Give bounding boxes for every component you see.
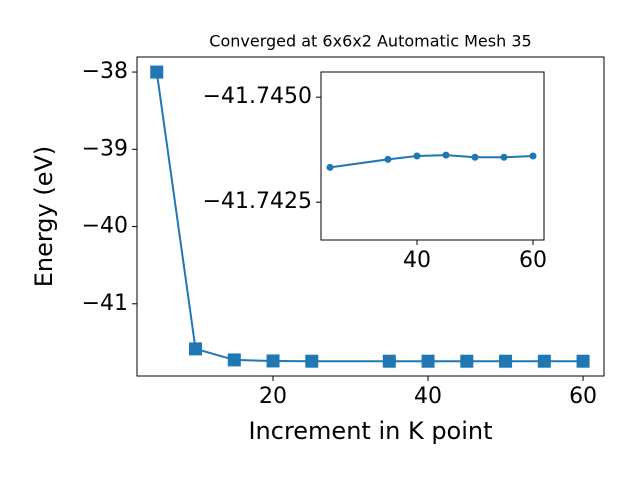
chart-title: Converged at 6x6x2 Automatic Mesh 35 [209, 32, 531, 51]
marker [442, 151, 450, 159]
y-tick-label: −38 [82, 59, 128, 84]
marker [576, 354, 590, 368]
x-tick-label: 40 [414, 384, 442, 409]
x-tick-label: 40 [403, 248, 431, 273]
y-tick-label: −41.7425 [203, 189, 312, 214]
marker [499, 354, 513, 368]
marker [529, 152, 537, 160]
marker [471, 153, 479, 161]
marker [266, 354, 280, 368]
x-tick-label: 60 [519, 248, 547, 273]
marker [537, 354, 551, 368]
y-tick-label: −39 [82, 136, 128, 161]
marker [227, 353, 241, 367]
marker [189, 342, 203, 356]
marker [326, 163, 334, 171]
x-tick-label: 20 [259, 384, 287, 409]
y-tick-label: −41.7450 [203, 84, 312, 109]
plot-frame [320, 71, 545, 241]
y-axis-label: Energy (eV) [30, 146, 58, 288]
marker [460, 354, 474, 368]
marker [382, 354, 396, 368]
x-axis-label: Increment in K point [248, 417, 492, 445]
y-tick-label: −41 [82, 291, 128, 316]
plot-frame [136, 56, 605, 377]
marker [150, 65, 164, 79]
marker [305, 354, 319, 368]
marker [384, 155, 392, 163]
x-tick-label: 60 [569, 384, 597, 409]
marker [421, 354, 435, 368]
y-tick-label: −40 [82, 214, 128, 239]
marker [413, 152, 421, 160]
marker [500, 153, 508, 161]
